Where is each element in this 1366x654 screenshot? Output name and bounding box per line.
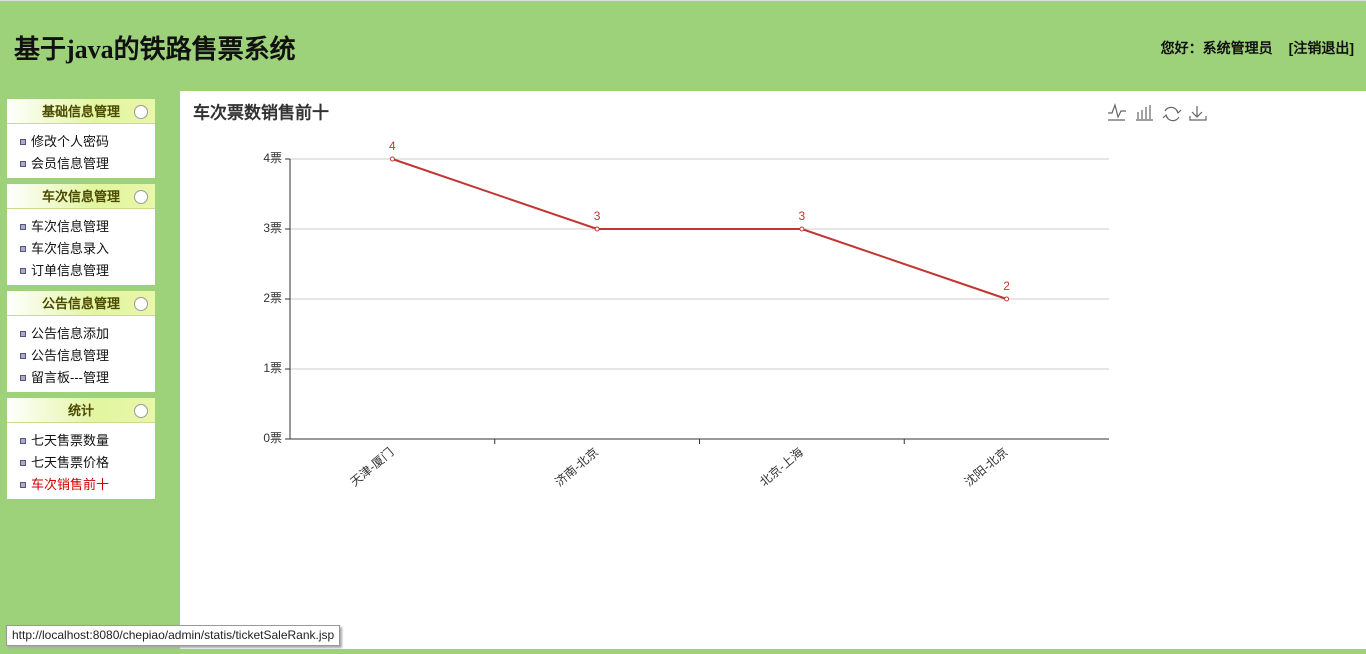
x-tick-label: 沈阳-北京 [961, 444, 1010, 489]
point [594, 226, 600, 232]
menu-panel: 统计 七天售票数量 七天售票价格 车次销售前十 [7, 398, 155, 499]
menu-item[interactable]: 车次销售前十 [7, 474, 155, 496]
status-bar: http://localhost:8080/chepiao/admin/stat… [6, 625, 341, 646]
menu-panel: 公告信息管理 公告信息添加 公告信息管理 留言板---管理 [7, 291, 155, 392]
header: 基于java的铁路售票系统 您好：系统管理员 [注销退出] [0, 0, 1366, 91]
menu-item[interactable]: 公告信息添加 [7, 323, 155, 345]
menu-item[interactable]: 七天售票数量 [7, 430, 155, 452]
logout-link[interactable]: [注销退出] [1288, 40, 1354, 56]
chart-title: 车次票数销售前十 [193, 102, 329, 122]
menu-item[interactable]: 修改个人密码 [7, 131, 155, 153]
y-tick-label: 1票 [263, 361, 282, 375]
greeting: 您好：系统管理员 [1160, 40, 1273, 56]
x-tick-label: 天津-厦门 [347, 444, 396, 489]
menu-panel: 车次信息管理 车次信息管理 车次信息录入 订单信息管理 [7, 184, 155, 285]
line-view-button[interactable] [1108, 102, 1126, 121]
point [799, 226, 805, 232]
value-label: 3 [594, 209, 601, 223]
menu-item[interactable]: 车次信息录入 [7, 238, 155, 260]
menu-item[interactable]: 七天售票价格 [7, 452, 155, 474]
x-tick-label: 济南-北京 [552, 444, 601, 489]
menu-panel: 基础信息管理 修改个人密码 会员信息管理 [7, 99, 155, 178]
menu-items: 七天售票数量 七天售票价格 车次销售前十 [7, 423, 155, 499]
menu-items: 公告信息添加 公告信息管理 留言板---管理 [7, 316, 155, 392]
collapse-button[interactable] [134, 105, 148, 119]
collapse-button[interactable] [134, 297, 148, 311]
menu-items: 车次信息管理 车次信息录入 订单信息管理 [7, 209, 155, 285]
point [389, 156, 395, 162]
menu-items: 修改个人密码 会员信息管理 [7, 124, 155, 178]
value-label: 2 [1003, 279, 1010, 293]
menu-panel-title[interactable]: 车次信息管理 [7, 184, 155, 209]
menu-item[interactable]: 车次信息管理 [7, 216, 155, 238]
menu-panel-title[interactable]: 基础信息管理 [7, 99, 155, 124]
user-info: 您好：系统管理员 [注销退出] [1145, 38, 1354, 58]
point [1004, 296, 1010, 302]
y-tick-label: 0票 [263, 431, 282, 445]
site-title: 基于java的铁路售票系统 [14, 35, 296, 64]
menu-item[interactable]: 会员信息管理 [7, 153, 155, 175]
main-panel: 车次票数销售前十 0票 1票 2票 3票 4票天津-厦门 济南-北京 北京-上海 沈阳-北京 4… [180, 91, 1366, 649]
value-label: 4 [389, 139, 396, 153]
bar-view-button[interactable] [1136, 105, 1153, 121]
menu-item[interactable]: 公告信息管理 [7, 345, 155, 367]
line [392, 158, 1007, 300]
sidebar: 基础信息管理 修改个人密码 会员信息管理 车次信息管理 车次信息管理 车次信息录入 订单信息… [7, 99, 155, 505]
menu-panel-title[interactable]: 统计 [7, 398, 155, 423]
menu-panel-title[interactable]: 公告信息管理 [7, 291, 155, 316]
x-tick-label: 北京-上海 [756, 444, 805, 489]
value-label: 3 [799, 209, 806, 223]
save-image-button[interactable] [1189, 106, 1207, 121]
toolbox [1108, 102, 1207, 122]
y-tick-label: 3票 [263, 221, 282, 235]
menu-item[interactable]: 留言板---管理 [7, 367, 155, 389]
menu-item[interactable]: 订单信息管理 [7, 260, 155, 282]
collapse-button[interactable] [134, 190, 148, 204]
restore-button[interactable] [1162, 106, 1182, 122]
y-tick-label: 2票 [263, 291, 282, 305]
collapse-button[interactable] [134, 404, 148, 418]
y-tick-label: 4票 [263, 151, 282, 165]
